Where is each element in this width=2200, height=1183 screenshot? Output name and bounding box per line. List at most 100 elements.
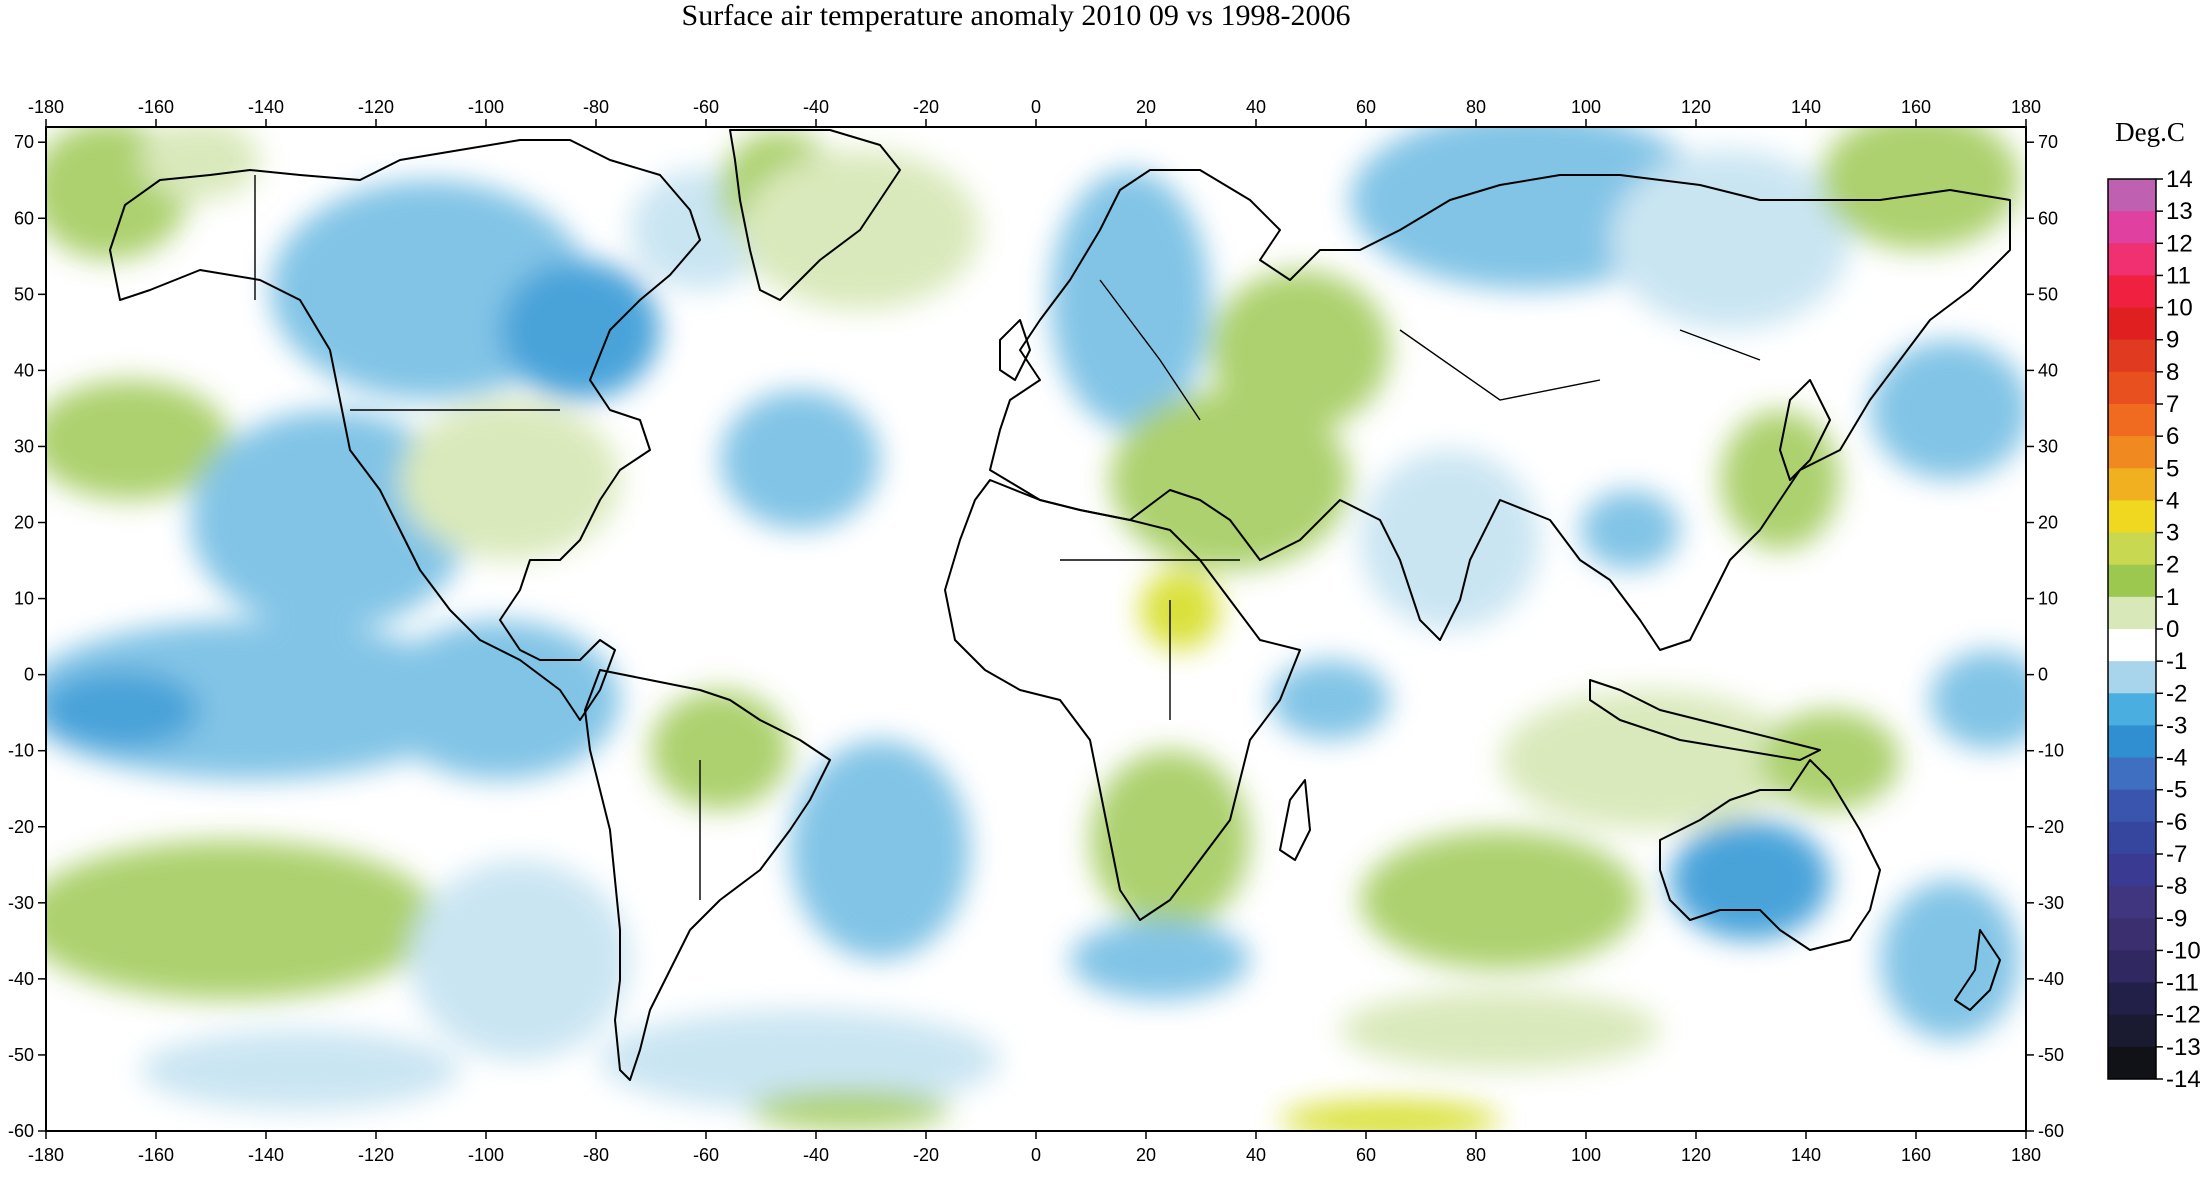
y-tick-label-right: 20 bbox=[2038, 513, 2058, 533]
y-tick-label-right: 40 bbox=[2038, 360, 2058, 380]
colorbar: 14131211109876543210-1-2-3-4-5-6-7-8-9-1… bbox=[2107, 166, 2200, 1093]
colorbar-label: -9 bbox=[2166, 905, 2187, 932]
south-america-coast bbox=[584, 669, 831, 1081]
colorbar-label: -13 bbox=[2166, 1034, 2200, 1061]
colorbar-label: 14 bbox=[2166, 166, 2193, 193]
x-tick-label-top: -140 bbox=[248, 97, 284, 117]
colorbar-segment bbox=[2108, 789, 2156, 823]
map-area bbox=[46, 127, 2026, 1131]
colorbar-segment bbox=[2108, 436, 2156, 469]
colorbar-segment bbox=[2108, 468, 2156, 501]
y-tick-label-right: -60 bbox=[2038, 1121, 2064, 1141]
colorbar-label: 10 bbox=[2166, 295, 2193, 322]
colorbar-segment bbox=[2108, 211, 2156, 244]
colorbar-segment bbox=[2108, 821, 2156, 855]
x-tick-label-bottom: -80 bbox=[583, 1145, 609, 1165]
colorbar-label: 12 bbox=[2166, 230, 2193, 257]
y-tick-label-right: -50 bbox=[2038, 1045, 2064, 1065]
colorbar-label: -7 bbox=[2166, 841, 2187, 868]
colorbar-segment bbox=[2108, 532, 2156, 566]
x-tick-label-bottom: -140 bbox=[248, 1145, 284, 1165]
y-tick-label-left: -30 bbox=[8, 893, 34, 913]
x-tick-label-bottom: 20 bbox=[1136, 1145, 1156, 1165]
colorbar-label: -1 bbox=[2166, 648, 2187, 675]
x-tick-label-bottom: 180 bbox=[2011, 1145, 2041, 1165]
colorbar-segment bbox=[2108, 918, 2156, 951]
colorbar-segment bbox=[2108, 757, 2156, 791]
madagascar-coast bbox=[1279, 779, 1311, 861]
x-tick-label-bottom: -120 bbox=[358, 1145, 394, 1165]
colorbar-label: -8 bbox=[2166, 873, 2187, 900]
x-tick-label-top: 0 bbox=[1031, 97, 1041, 117]
colorbar-label: 4 bbox=[2166, 487, 2179, 514]
colorbar-segment bbox=[2108, 339, 2156, 373]
y-tick-label-right: 0 bbox=[2038, 665, 2048, 685]
colorbar-segment bbox=[2108, 404, 2156, 437]
africa-coast bbox=[944, 479, 1301, 921]
x-tick-label-bottom: -160 bbox=[138, 1145, 174, 1165]
y-tick-label-right: 60 bbox=[2038, 208, 2058, 228]
colorbar-segment bbox=[2108, 950, 2156, 984]
colorbar-unit: Deg.C bbox=[2115, 117, 2185, 147]
colorbar-label: 8 bbox=[2166, 359, 2179, 386]
x-tick-label-bottom: 40 bbox=[1246, 1145, 1266, 1165]
colorbar-segment bbox=[2108, 725, 2156, 759]
x-tick-label-bottom: 100 bbox=[1571, 1145, 1601, 1165]
x-tick-label-bottom: 0 bbox=[1031, 1145, 1041, 1165]
x-tick-label-top: 120 bbox=[1681, 97, 1711, 117]
colorbar-label: -2 bbox=[2166, 680, 2187, 707]
coastlines bbox=[109, 129, 2011, 1131]
y-tick-label-right: 50 bbox=[2038, 284, 2058, 304]
colorbar-segment bbox=[2108, 564, 2156, 598]
colorbar-label: 11 bbox=[2166, 262, 2191, 289]
y-tick-label-left: 10 bbox=[14, 589, 34, 609]
x-tick-label-top: -120 bbox=[358, 97, 394, 117]
colorbar-label: -4 bbox=[2166, 745, 2187, 772]
colorbar-label: 5 bbox=[2166, 455, 2179, 482]
x-tick-label-bottom: -100 bbox=[468, 1145, 504, 1165]
colorbar-segment bbox=[2108, 1046, 2156, 1080]
colorbar-segment bbox=[2108, 854, 2156, 887]
y-tick-label-left: -10 bbox=[8, 741, 34, 761]
y-tick-label-left: -20 bbox=[8, 817, 34, 837]
colorbar-segment bbox=[2108, 179, 2156, 212]
y-tick-label-left: 30 bbox=[14, 436, 34, 456]
y-tick-label-left: 20 bbox=[14, 513, 34, 533]
map-title: Surface air temperature anomaly 2010 09 … bbox=[682, 0, 1351, 32]
north-america-coast bbox=[109, 139, 701, 721]
colorbar-label: -14 bbox=[2166, 1066, 2200, 1093]
x-tick-label-top: 160 bbox=[1901, 97, 1931, 117]
colorbar-segment bbox=[2108, 629, 2156, 662]
y-tick-label-left: -40 bbox=[8, 969, 34, 989]
x-tick-label-top: -20 bbox=[913, 97, 939, 117]
x-tick-label-bottom: -20 bbox=[913, 1145, 939, 1165]
y-tick-label-right: -40 bbox=[2038, 969, 2064, 989]
anomaly-field bbox=[46, 127, 2026, 1131]
colorbar-segment bbox=[2108, 1014, 2156, 1048]
x-tick-label-bottom: -40 bbox=[803, 1145, 829, 1165]
uk-coast bbox=[999, 319, 1031, 381]
eurasia-coast bbox=[989, 169, 2011, 651]
colorbar-segment bbox=[2108, 596, 2156, 630]
x-tick-label-top: 60 bbox=[1356, 97, 1376, 117]
y-tick-label-left: 0 bbox=[24, 665, 34, 685]
x-tick-label-top: 180 bbox=[2011, 97, 2041, 117]
x-tick-label-top: 40 bbox=[1246, 97, 1266, 117]
colorbar-label: 0 bbox=[2166, 616, 2179, 643]
y-tick-label-left: -50 bbox=[8, 1045, 34, 1065]
colorbar-label: 7 bbox=[2166, 391, 2179, 418]
y-tick-label-left: 70 bbox=[14, 132, 34, 152]
colorbar-label: -3 bbox=[2166, 712, 2187, 739]
political-borders bbox=[254, 175, 1761, 900]
x-tick-label-top: 20 bbox=[1136, 97, 1156, 117]
colorbar-label: 9 bbox=[2166, 327, 2179, 354]
x-tick-label-bottom: 80 bbox=[1466, 1145, 1486, 1165]
x-tick-label-top: -180 bbox=[28, 97, 64, 117]
colorbar-segment bbox=[2108, 982, 2156, 1016]
colorbar-label: -6 bbox=[2166, 809, 2187, 836]
colorbar-label: 13 bbox=[2166, 198, 2193, 225]
colorbar-segment bbox=[2108, 500, 2156, 534]
y-tick-label-left: 40 bbox=[14, 360, 34, 380]
y-tick-label-left: 50 bbox=[14, 284, 34, 304]
colorbar-label: 1 bbox=[2166, 584, 2179, 611]
